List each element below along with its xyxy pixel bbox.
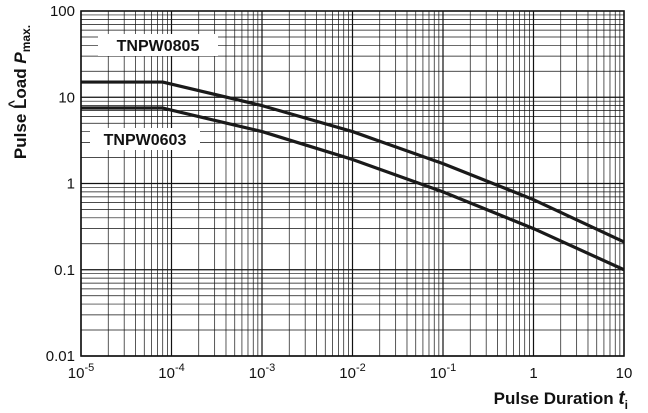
y-tick-label: 1 bbox=[67, 176, 75, 193]
plot-frame bbox=[80, 10, 625, 357]
y-axis-label-hat: ^ bbox=[5, 100, 21, 108]
y-axis-label: Pulse Load Pmax. bbox=[11, 25, 33, 159]
x-axis-label: Pulse Duration ti bbox=[494, 388, 628, 412]
y-tick-label: 10 bbox=[58, 89, 75, 106]
series-labels: TNPW0805 TNPW0603 bbox=[90, 34, 218, 150]
x-tick-label: 10-4 bbox=[158, 362, 184, 382]
series-label-bg bbox=[98, 34, 218, 56]
x-tick-label: 10-2 bbox=[339, 362, 365, 382]
x-tick-label: 10-3 bbox=[249, 362, 275, 382]
y-tick-label: 0.01 bbox=[46, 348, 75, 365]
series-label-tnpw0805: TNPW0805 bbox=[117, 38, 200, 55]
series-layer bbox=[81, 80, 625, 272]
series-line-tnpw0603 bbox=[81, 106, 625, 272]
series-label-tnpw0603: TNPW0603 bbox=[104, 132, 187, 149]
series-label-bg bbox=[90, 128, 200, 150]
x-tick-label: 10-5 bbox=[68, 362, 94, 382]
y-tick-labels: 100 10 1 0.1 0.01 bbox=[46, 3, 75, 365]
y-tick-label: 100 bbox=[50, 3, 75, 20]
y-tick-label: 0.1 bbox=[54, 262, 75, 279]
x-tick-labels: 10-5 10-4 10-3 10-2 10-1 1 10 bbox=[68, 362, 633, 382]
x-tick-label: 10 bbox=[616, 365, 633, 382]
major-grid bbox=[80, 11, 624, 357]
x-tick-label: 1 bbox=[529, 365, 537, 382]
x-tick-label: 10-1 bbox=[430, 362, 456, 382]
series-line-tnpw0805 bbox=[81, 80, 625, 244]
